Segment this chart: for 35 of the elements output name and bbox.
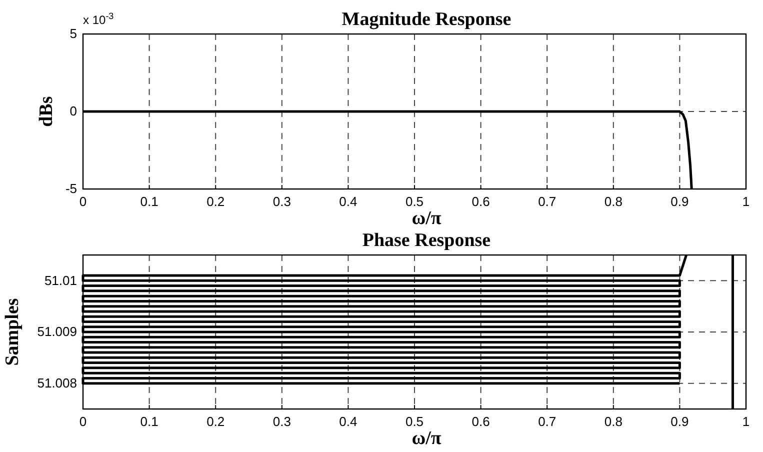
x-tick-label: 0.2 (206, 414, 225, 430)
x-tick-label: 0.1 (140, 194, 158, 210)
y-tick-label: 5 (70, 26, 77, 42)
x-tick-label: 1 (742, 194, 750, 210)
x-tick-label: 0 (79, 194, 87, 210)
y-tick-label: -5 (65, 181, 77, 196)
x-tick-label: 0.9 (670, 414, 689, 430)
chart-title: Phase Response (362, 230, 491, 251)
x-tick-label: 0.8 (604, 194, 622, 210)
y-axis-title: dBs (36, 96, 57, 127)
x-tick-label: 0.5 (405, 194, 424, 210)
x-tick-label: 0.4 (339, 414, 358, 430)
x-tick-label: 0.4 (339, 194, 358, 210)
x-tick-label: 0.3 (272, 194, 291, 210)
chart-title: Magnitude Response (342, 9, 512, 30)
text: x 10$^{-3}$ (83, 11, 114, 27)
x-tick-label: 0.2 (206, 194, 225, 210)
x-tick-label: 0 (79, 414, 87, 430)
x-tick-label: 0.6 (472, 414, 490, 430)
x-axis-title: ω/π (412, 428, 442, 449)
x-tick-label: 0.6 (472, 194, 490, 210)
y-tick-label: 51.008 (37, 375, 77, 390)
y-tick-label: 0 (70, 104, 77, 119)
x-tick-label: 0.5 (405, 414, 424, 430)
x-tick-label: 0.7 (538, 194, 556, 210)
x-tick-label: 0.9 (670, 194, 689, 210)
x-tick-label: 0.3 (272, 414, 291, 430)
x-tick-label: 1 (742, 414, 750, 430)
x-tick-label: 0.8 (604, 414, 622, 430)
x-tick-label: 0.1 (140, 414, 158, 430)
y-axis-title: Samples (2, 298, 23, 366)
x-axis-title: ω/π (412, 208, 442, 229)
y-tick-label: 51.009 (37, 324, 77, 340)
y-tick-label: 51.01 (44, 272, 77, 288)
x-tick-label: 0.7 (538, 414, 556, 430)
